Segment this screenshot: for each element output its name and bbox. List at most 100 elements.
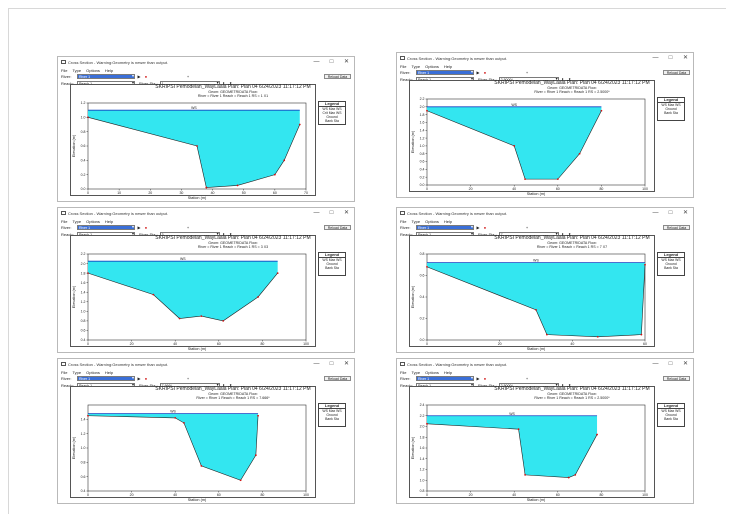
menu-item-file[interactable]: File [400,63,407,69]
menu-bar: File Type Options Help [58,218,354,224]
maximize-button[interactable]: □ [329,361,334,367]
reload-data-button[interactable]: Reload Data [663,225,690,230]
menu-item-type[interactable]: Type [411,369,421,375]
x-tick-label: 40 [570,342,574,346]
river-select[interactable]: River 1 [416,70,474,75]
close-button[interactable]: ✕ [682,55,689,61]
minimize-button[interactable]: — [313,59,320,65]
arrow-up-icon[interactable]: ⬆ [228,232,234,237]
record-icon[interactable]: ● [144,376,148,381]
record-icon[interactable]: ● [144,225,148,230]
arrow-down-icon[interactable]: ⬇ [560,232,566,237]
menu-item-help[interactable]: Help [443,369,453,375]
cross-section-plot: WS 0 20 40 60 80 100 0.4 0.6 0.8 1.0 1.2 1.4 1.6 1.8 2.… [72,252,309,351]
legend-item: WS Max WS [661,409,681,413]
plus-icon[interactable]: + [525,376,529,381]
plot-title: SKRIPSI Pemodelan_WayLaala Plan: Plan 04… [155,235,311,241]
minimize-button[interactable]: — [652,210,659,216]
close-button[interactable]: ✕ [343,361,350,367]
maximize-button[interactable]: □ [668,361,673,367]
y-tick-label: 0.6 [81,329,86,333]
menu-item-type[interactable]: Type [411,218,421,224]
menu-item-help[interactable]: Help [104,67,114,73]
arrow-down-icon[interactable]: ⬇ [560,77,566,82]
arrow-down-icon[interactable]: ⬇ [560,383,566,388]
river-select[interactable]: River 1 [416,225,474,230]
river-select[interactable]: River 1 [77,225,135,230]
record-icon[interactable]: ● [483,70,487,75]
menu-item-options[interactable]: Options [86,218,100,224]
minimize-button[interactable]: — [652,55,659,61]
close-button[interactable]: ✕ [682,361,689,367]
maximize-button[interactable]: □ [668,55,673,61]
menu-item-type[interactable]: Type [72,218,82,224]
record-icon[interactable]: ● [483,376,487,381]
play-icon[interactable]: ▶ [476,225,480,230]
plus-icon[interactable]: + [525,225,529,230]
maximize-button[interactable]: □ [329,59,334,65]
arrow-down-icon[interactable]: ⬇ [221,383,227,388]
menu-item-help[interactable]: Help [443,218,453,224]
minimize-button[interactable]: — [313,210,320,216]
play-icon[interactable]: ▶ [476,376,480,381]
record-icon[interactable]: ● [144,74,148,79]
menu-item-options[interactable]: Options [425,369,439,375]
river-select[interactable]: River 1 [77,74,135,79]
menu-item-options[interactable]: Options [425,218,439,224]
menu-item-help[interactable]: Help [443,63,453,69]
river-label: River: [61,74,72,79]
river-label: River: [400,70,411,75]
arrow-up-icon[interactable]: ⬆ [228,81,234,86]
menu-item-file[interactable]: File [400,369,407,375]
bank-station-point [524,178,526,181]
arrow-up-icon[interactable]: ⬆ [228,383,234,388]
legend-item: WS Max WS [661,103,681,107]
reload-data-button[interactable]: Reload Data [663,70,690,75]
arrow-up-icon[interactable]: ⬆ [567,77,573,82]
maximize-button[interactable]: □ [329,210,334,216]
x-tick-label: 40 [512,493,516,497]
arrow-up-icon[interactable]: ⬆ [567,232,573,237]
plus-icon[interactable]: + [186,376,190,381]
river-select[interactable]: River 1 [416,376,474,381]
close-button[interactable]: ✕ [343,59,350,65]
play-icon[interactable]: ▶ [476,70,480,75]
reload-data-button[interactable]: Reload Data [324,376,351,381]
reload-data-button[interactable]: Reload Data [663,376,690,381]
minimize-button[interactable]: — [652,361,659,367]
close-button[interactable]: ✕ [343,210,350,216]
plus-icon[interactable]: + [525,70,529,75]
menu-item-type[interactable]: Type [72,67,82,73]
title-bar: Cross Section - Warning:Geometry is newe… [58,57,354,67]
menu-item-options[interactable]: Options [86,67,100,73]
play-icon[interactable]: ▶ [137,376,141,381]
menu-item-options[interactable]: Options [86,369,100,375]
play-icon[interactable]: ▶ [137,225,141,230]
cross-section-plot: WS 0 10 20 30 40 50 60 70 0.0 0.2 0.4 0.6 0.8 1.0 1.2 St… [72,101,308,200]
arrow-down-icon[interactable]: ⬇ [221,81,227,86]
menu-item-file[interactable]: File [61,67,68,73]
bank-station-point [152,293,155,296]
river-select[interactable]: River 1 [77,376,135,381]
menu-item-help[interactable]: Help [104,218,114,224]
close-button[interactable]: ✕ [682,210,689,216]
menu-item-file[interactable]: File [400,218,407,224]
menu-item-type[interactable]: Type [411,63,421,69]
y-tick-label: 1.4 [420,457,425,461]
reload-data-button[interactable]: Reload Data [324,74,351,79]
play-icon[interactable]: ▶ [137,74,141,79]
y-tick-label: 1.2 [420,468,425,472]
reload-data-button[interactable]: Reload Data [324,225,351,230]
menu-item-file[interactable]: File [61,369,68,375]
menu-item-file[interactable]: File [61,218,68,224]
arrow-down-icon[interactable]: ⬇ [221,232,227,237]
menu-item-help[interactable]: Help [104,369,114,375]
menu-item-type[interactable]: Type [72,369,82,375]
record-icon[interactable]: ● [483,225,487,230]
menu-item-options[interactable]: Options [425,63,439,69]
arrow-up-icon[interactable]: ⬆ [567,383,573,388]
plus-icon[interactable]: + [186,225,190,230]
plus-icon[interactable]: + [186,74,190,79]
minimize-button[interactable]: — [313,361,320,367]
maximize-button[interactable]: □ [668,210,673,216]
